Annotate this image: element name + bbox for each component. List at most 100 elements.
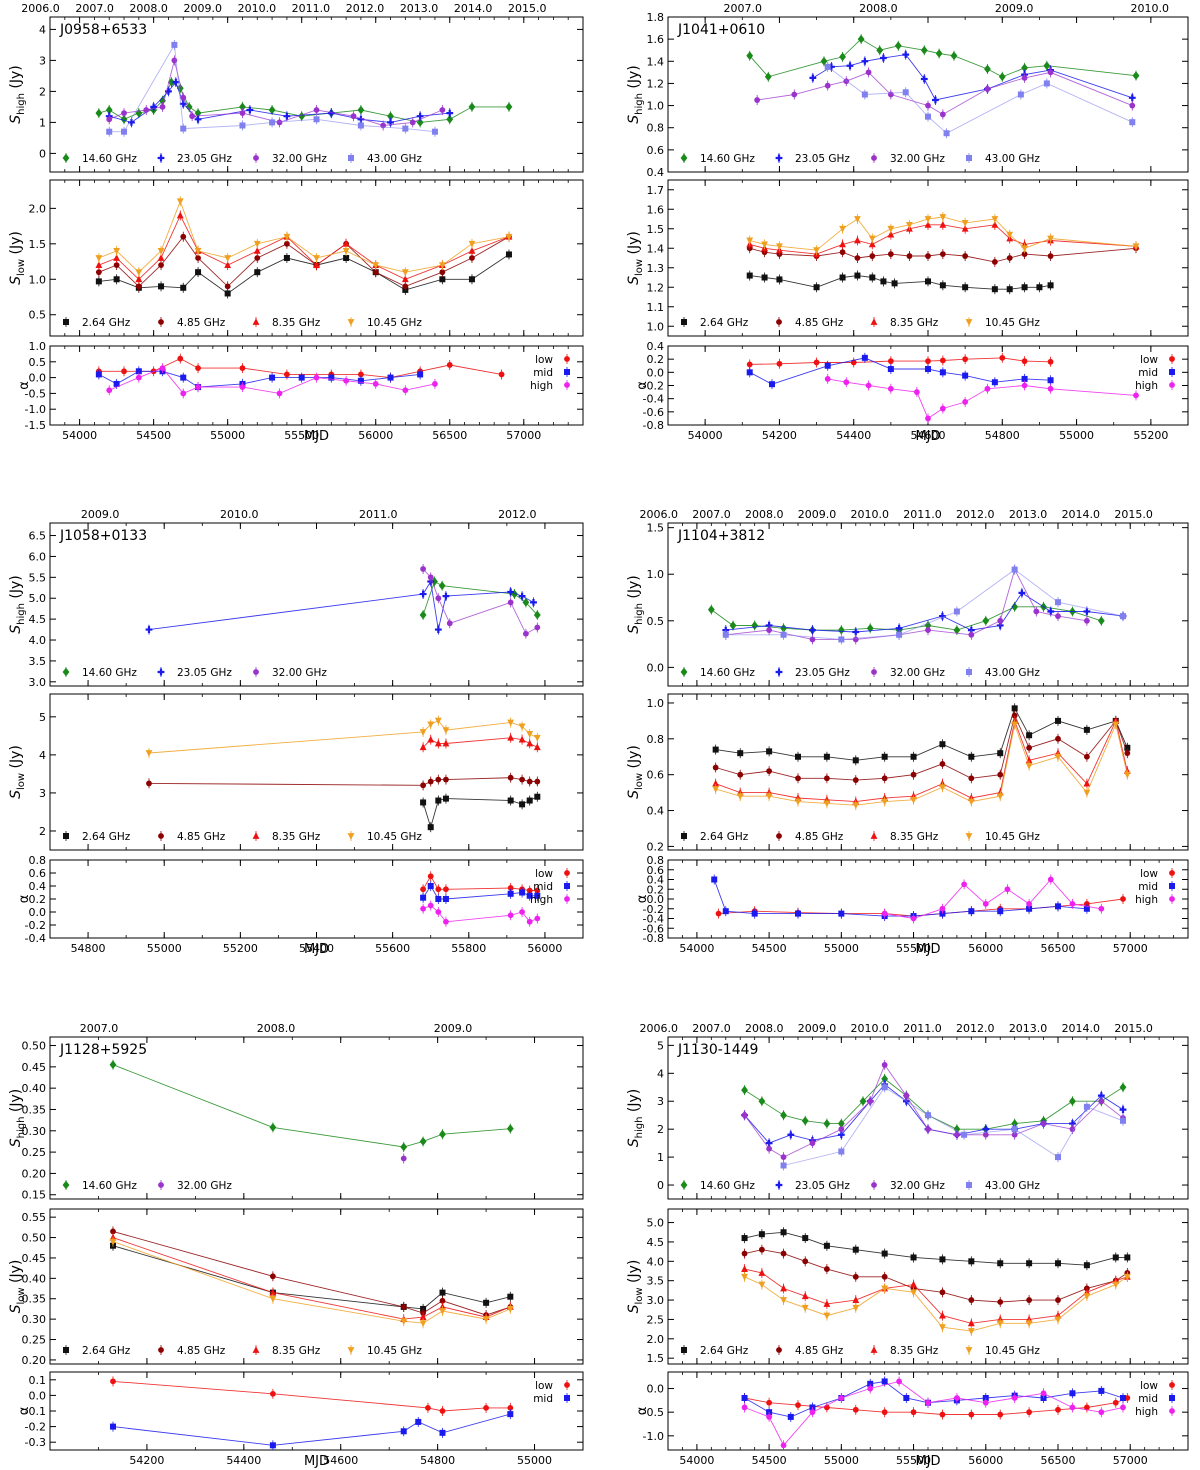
legend-label: 8.35 GHz [890, 317, 939, 329]
alpha-panel-frame [49, 1371, 584, 1451]
data-point [269, 1295, 277, 1303]
data-point [254, 269, 261, 276]
series-line [827, 66, 1133, 134]
data-point [507, 797, 514, 804]
data-point [177, 355, 184, 362]
data-point [795, 1402, 801, 1408]
legend-label: 32.00 GHz [890, 1180, 945, 1192]
data-point [1011, 705, 1018, 712]
data-point [823, 1119, 831, 1128]
legend-label: mid [1138, 367, 1158, 379]
data-point [737, 771, 744, 778]
y-tick-label: 5 [39, 711, 46, 724]
data-point [1011, 1395, 1018, 1401]
data-point [761, 274, 768, 281]
data-point [776, 276, 783, 283]
y-tick-label: 2.5 [647, 1313, 665, 1326]
data-point [991, 220, 999, 228]
data-point [1021, 251, 1028, 257]
legend-marker [871, 1182, 877, 1188]
legend-marker [870, 1346, 878, 1353]
data-point [920, 75, 928, 83]
year-tick-label: 2010.0 [851, 508, 890, 521]
data-point [518, 592, 526, 600]
high-panel: 0 1 2 3 4 14.60 GHz 23.05 GHz 32.00 GHz 43.00 GH… [8, 16, 584, 173]
series-line [744, 1249, 1128, 1303]
y-tick-label: 3.0 [647, 1294, 665, 1307]
legend-marker [252, 1346, 260, 1353]
year-tick-label: 2007.0 [75, 2, 114, 15]
series-line [725, 568, 1087, 640]
data-point [741, 1112, 748, 1119]
data-point [924, 216, 932, 223]
alpha-data [711, 874, 1126, 924]
data-point [1124, 744, 1131, 751]
data-point [881, 1084, 888, 1091]
series-2-64-ghz [746, 270, 1054, 295]
data-point [939, 1324, 946, 1332]
data-point [902, 89, 909, 96]
data-point [157, 254, 165, 261]
data-point [780, 1162, 787, 1169]
source-name: J1130-1449 [677, 1042, 758, 1058]
high-panel-frame [49, 522, 584, 687]
data-point [780, 1229, 787, 1236]
legend-marker [158, 1347, 164, 1353]
high-panel-frame [667, 522, 1189, 687]
data-point [1083, 753, 1090, 760]
alpha-panel: -0.8-0.6-0.4-0.20.00.20.4 54000 54200 54400… [635, 340, 1189, 442]
high-panel: 3.0 3.5 4.0 4.5 5.0 5.5 6.0 6.5 14.60 GHz 23.05 G… [8, 522, 584, 689]
data-point [741, 1235, 748, 1242]
data-point [253, 240, 261, 248]
series-high [420, 900, 541, 927]
legend-label: 23.05 GHz [795, 667, 850, 679]
y-tick-label: -0.5 [643, 1406, 664, 1419]
data-point [442, 795, 449, 802]
x-tick-label: 54500 [136, 429, 171, 442]
y-tick-label: 0.2 [647, 883, 665, 896]
y-tick-label: 0.40 [22, 1272, 47, 1285]
legend-label: 43.00 GHz [985, 1180, 1040, 1192]
data-point [1025, 1320, 1033, 1328]
alpha-axis-label: α [17, 1407, 32, 1416]
legend-marker [564, 870, 570, 876]
source-name: J1041+0610 [677, 22, 765, 38]
data-point [518, 723, 526, 731]
data-point [1120, 613, 1126, 620]
legend-label: high [530, 380, 553, 392]
data-point [446, 109, 454, 117]
y-tick-label: -0.8 [643, 932, 664, 945]
high-axis-label: Shigh (Jy) [626, 1089, 645, 1148]
data-point [881, 1250, 888, 1257]
high-panel-frame [49, 16, 584, 173]
data-point [507, 719, 515, 727]
y-tick-label: 0.30 [22, 1313, 47, 1326]
legend-label: 32.00 GHz [890, 667, 945, 679]
data-point [431, 577, 438, 586]
data-point [239, 122, 246, 129]
data-point [1123, 1273, 1131, 1281]
source-name: J1128+5925 [59, 1042, 147, 1058]
data-point [442, 592, 450, 600]
series-line [98, 254, 510, 295]
low-data [95, 196, 513, 299]
y-tick-label: 0.6 [29, 867, 47, 880]
data-point [880, 54, 887, 62]
series-line [744, 1231, 1128, 1266]
data-point [925, 278, 931, 285]
data-point [1069, 1404, 1076, 1411]
series-10-45-ghz [746, 212, 1140, 256]
data-point [1124, 750, 1131, 757]
data-point [534, 892, 541, 899]
data-point [715, 910, 722, 917]
year-tick-label: 2007.0 [692, 508, 731, 521]
data-point [419, 729, 427, 736]
data-point [766, 1414, 773, 1420]
legend-label: 2.64 GHz [82, 1345, 131, 1357]
data-point [109, 1423, 116, 1430]
series-8-35-ghz [419, 732, 541, 753]
series-32-00-ghz [400, 1153, 407, 1164]
y-tick-label: -0.2 [643, 903, 664, 916]
data-point [113, 380, 120, 387]
data-point [1026, 1409, 1033, 1416]
